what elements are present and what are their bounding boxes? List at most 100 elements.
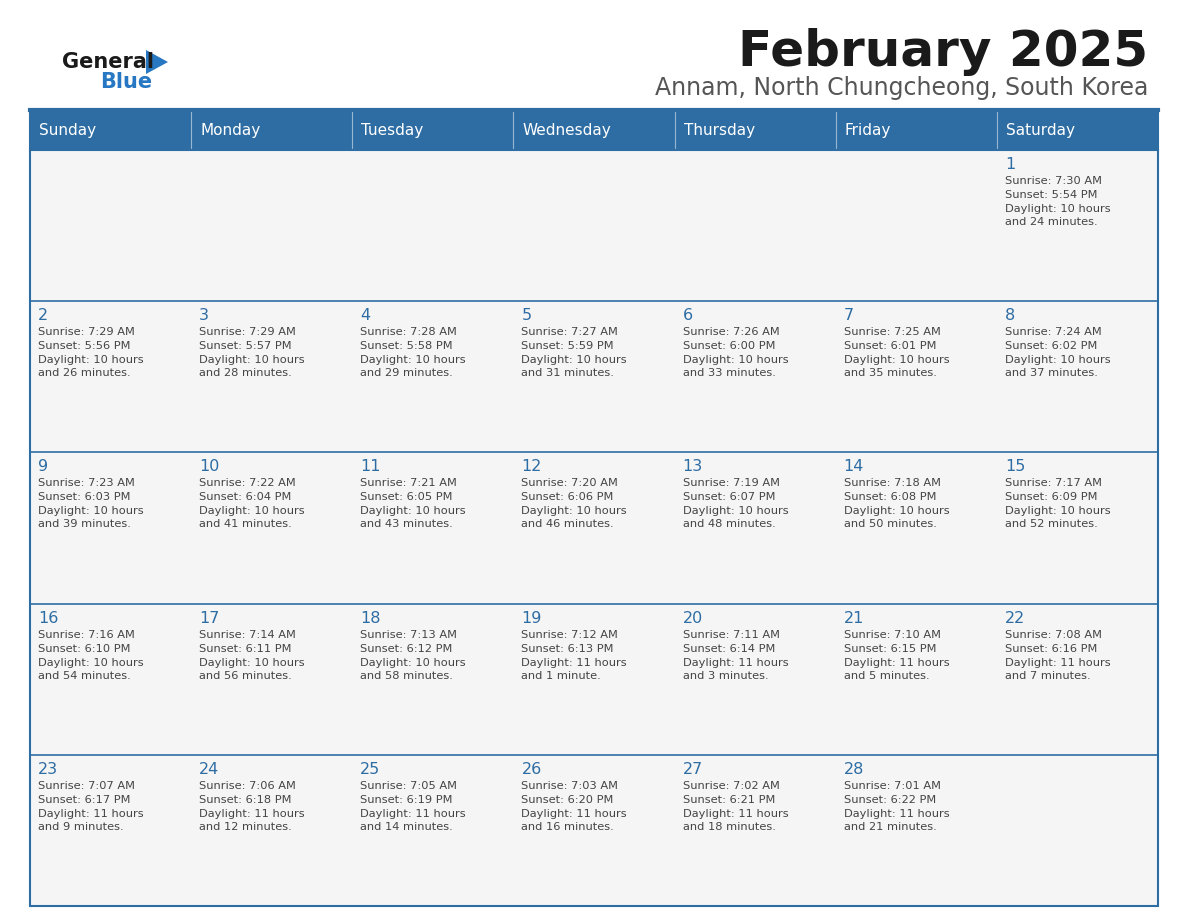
Text: Daylight: 11 hours: Daylight: 11 hours — [683, 657, 788, 667]
Bar — [997, 301, 1158, 453]
Text: Daylight: 10 hours: Daylight: 10 hours — [360, 657, 466, 667]
Text: Daylight: 10 hours: Daylight: 10 hours — [200, 507, 305, 517]
Text: Sunrise: 7:16 AM: Sunrise: 7:16 AM — [38, 630, 135, 640]
Text: Sunset: 6:13 PM: Sunset: 6:13 PM — [522, 644, 614, 654]
Bar — [30, 453, 191, 604]
Text: and 5 minutes.: and 5 minutes. — [843, 671, 929, 680]
Text: Sunrise: 7:03 AM: Sunrise: 7:03 AM — [522, 781, 619, 790]
Text: and 24 minutes.: and 24 minutes. — [1005, 217, 1098, 227]
Text: Daylight: 11 hours: Daylight: 11 hours — [38, 809, 144, 819]
Text: and 33 minutes.: and 33 minutes. — [683, 368, 776, 378]
Text: 9: 9 — [38, 459, 49, 475]
Text: Daylight: 10 hours: Daylight: 10 hours — [1005, 204, 1111, 214]
Text: and 52 minutes.: and 52 minutes. — [1005, 520, 1098, 530]
Text: 8: 8 — [1005, 308, 1015, 323]
Text: Sunrise: 7:19 AM: Sunrise: 7:19 AM — [683, 478, 779, 488]
Bar — [675, 150, 835, 301]
Text: Sunrise: 7:08 AM: Sunrise: 7:08 AM — [1005, 630, 1101, 640]
Bar — [30, 301, 191, 453]
Text: Sunrise: 7:20 AM: Sunrise: 7:20 AM — [522, 478, 618, 488]
Text: Sunset: 6:18 PM: Sunset: 6:18 PM — [200, 795, 291, 805]
Bar — [675, 301, 835, 453]
Text: Sunrise: 7:10 AM: Sunrise: 7:10 AM — [843, 630, 941, 640]
Text: and 39 minutes.: and 39 minutes. — [38, 520, 131, 530]
Text: Sunset: 5:57 PM: Sunset: 5:57 PM — [200, 341, 292, 352]
Text: and 16 minutes.: and 16 minutes. — [522, 822, 614, 832]
Text: Daylight: 10 hours: Daylight: 10 hours — [38, 507, 144, 517]
Bar — [835, 453, 997, 604]
Polygon shape — [146, 50, 168, 74]
Text: Daylight: 11 hours: Daylight: 11 hours — [843, 809, 949, 819]
Text: Sunrise: 7:12 AM: Sunrise: 7:12 AM — [522, 630, 618, 640]
Text: Daylight: 10 hours: Daylight: 10 hours — [683, 355, 788, 365]
Text: and 37 minutes.: and 37 minutes. — [1005, 368, 1098, 378]
Text: Sunset: 6:08 PM: Sunset: 6:08 PM — [843, 492, 936, 502]
Text: Sunset: 6:02 PM: Sunset: 6:02 PM — [1005, 341, 1098, 352]
Text: and 43 minutes.: and 43 minutes. — [360, 520, 453, 530]
Text: 18: 18 — [360, 610, 381, 625]
Bar — [30, 150, 191, 301]
Text: 14: 14 — [843, 459, 864, 475]
Text: Sunset: 5:59 PM: Sunset: 5:59 PM — [522, 341, 614, 352]
Bar — [353, 150, 513, 301]
Bar — [191, 112, 353, 150]
Text: 17: 17 — [200, 610, 220, 625]
Text: 1: 1 — [1005, 157, 1015, 172]
Text: 22: 22 — [1005, 610, 1025, 625]
Bar — [513, 150, 675, 301]
Bar — [191, 150, 353, 301]
Text: Saturday: Saturday — [1006, 124, 1075, 139]
Bar — [835, 150, 997, 301]
Text: and 3 minutes.: and 3 minutes. — [683, 671, 769, 680]
Text: and 50 minutes.: and 50 minutes. — [843, 520, 936, 530]
Text: Daylight: 10 hours: Daylight: 10 hours — [522, 507, 627, 517]
Bar — [30, 112, 191, 150]
Text: Sunrise: 7:28 AM: Sunrise: 7:28 AM — [360, 327, 457, 337]
Bar — [191, 755, 353, 906]
Text: 21: 21 — [843, 610, 864, 625]
Text: Sunset: 6:11 PM: Sunset: 6:11 PM — [200, 644, 291, 654]
Bar — [997, 150, 1158, 301]
Text: Sunrise: 7:13 AM: Sunrise: 7:13 AM — [360, 630, 457, 640]
Text: 12: 12 — [522, 459, 542, 475]
Bar — [675, 604, 835, 755]
Text: Sunrise: 7:21 AM: Sunrise: 7:21 AM — [360, 478, 457, 488]
Text: Sunset: 6:21 PM: Sunset: 6:21 PM — [683, 795, 775, 805]
Text: Sunset: 6:00 PM: Sunset: 6:00 PM — [683, 341, 775, 352]
Bar — [191, 453, 353, 604]
Text: Daylight: 10 hours: Daylight: 10 hours — [1005, 355, 1111, 365]
Text: Sunset: 6:06 PM: Sunset: 6:06 PM — [522, 492, 614, 502]
Text: Monday: Monday — [200, 124, 260, 139]
Bar — [30, 604, 191, 755]
Text: and 12 minutes.: and 12 minutes. — [200, 822, 292, 832]
Text: Wednesday: Wednesday — [523, 124, 611, 139]
Bar — [353, 301, 513, 453]
Text: Sunrise: 7:01 AM: Sunrise: 7:01 AM — [843, 781, 941, 790]
Text: Sunset: 6:20 PM: Sunset: 6:20 PM — [522, 795, 614, 805]
Text: Daylight: 10 hours: Daylight: 10 hours — [200, 657, 305, 667]
Text: 28: 28 — [843, 762, 864, 777]
Text: and 29 minutes.: and 29 minutes. — [360, 368, 453, 378]
Text: Sunset: 6:04 PM: Sunset: 6:04 PM — [200, 492, 291, 502]
Bar — [353, 604, 513, 755]
Text: Sunset: 6:01 PM: Sunset: 6:01 PM — [843, 341, 936, 352]
Bar — [30, 112, 1158, 906]
Text: 6: 6 — [683, 308, 693, 323]
Text: Sunrise: 7:26 AM: Sunrise: 7:26 AM — [683, 327, 779, 337]
Bar — [675, 112, 835, 150]
Text: 27: 27 — [683, 762, 703, 777]
Text: Sunrise: 7:29 AM: Sunrise: 7:29 AM — [200, 327, 296, 337]
Text: 4: 4 — [360, 308, 371, 323]
Text: Sunrise: 7:06 AM: Sunrise: 7:06 AM — [200, 781, 296, 790]
Text: Daylight: 11 hours: Daylight: 11 hours — [1005, 657, 1111, 667]
Text: Sunset: 5:58 PM: Sunset: 5:58 PM — [360, 341, 453, 352]
Text: Sunrise: 7:30 AM: Sunrise: 7:30 AM — [1005, 176, 1101, 186]
Text: and 18 minutes.: and 18 minutes. — [683, 822, 776, 832]
Bar — [997, 755, 1158, 906]
Text: and 26 minutes.: and 26 minutes. — [38, 368, 131, 378]
Text: Daylight: 10 hours: Daylight: 10 hours — [843, 355, 949, 365]
Text: 24: 24 — [200, 762, 220, 777]
Text: and 54 minutes.: and 54 minutes. — [38, 671, 131, 680]
Text: Sunset: 6:12 PM: Sunset: 6:12 PM — [360, 644, 453, 654]
Text: and 41 minutes.: and 41 minutes. — [200, 520, 292, 530]
